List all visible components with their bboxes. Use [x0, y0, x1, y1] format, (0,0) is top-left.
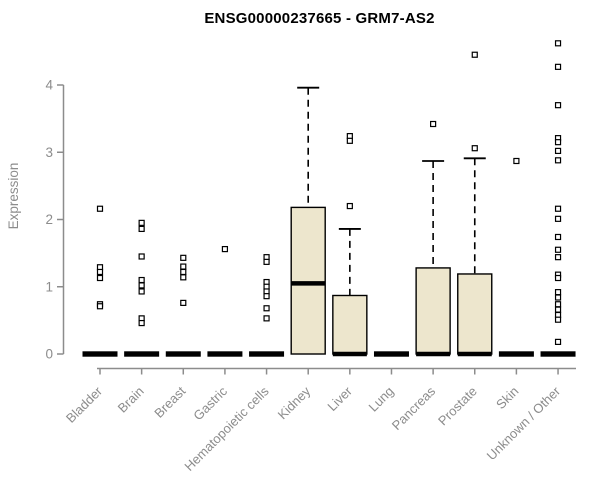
- outlier-point: [471, 51, 478, 58]
- outlier-point: [96, 303, 104, 310]
- outlier-point: [554, 215, 562, 222]
- outlier-point: [180, 263, 187, 270]
- box-hematopoietic-cells: [249, 254, 285, 357]
- x-tick-label-breast: Breast: [151, 383, 188, 420]
- x-tick-label-gastric: Gastric: [190, 383, 230, 423]
- zero-box-bar: [498, 351, 534, 357]
- outlier-point: [554, 294, 562, 301]
- box-bladder: [82, 205, 118, 357]
- outlier-point: [554, 102, 562, 109]
- outlier-point: [554, 301, 562, 308]
- outlier-point: [471, 145, 478, 152]
- zero-box-bar: [373, 351, 409, 357]
- outlier-point: [180, 254, 187, 261]
- x-tick-label-lung: Lung: [366, 384, 397, 415]
- x-tick-label-brain: Brain: [115, 384, 147, 416]
- outlier-point: [138, 319, 145, 327]
- box-liver: [332, 133, 368, 357]
- iqr-box: [332, 294, 368, 355]
- x-tick-label-unknown-other: Unknown / Other: [484, 383, 564, 463]
- outlier-point: [138, 282, 145, 289]
- box-kidney: [290, 86, 326, 355]
- outlier-point: [554, 139, 562, 146]
- box-gastric: [207, 245, 243, 357]
- box-brain: [124, 219, 160, 357]
- y-tick-label: 4: [45, 78, 53, 93]
- outlier-point: [554, 316, 562, 323]
- y-tick-label: 1: [45, 279, 53, 294]
- outlier-point: [96, 205, 104, 212]
- outlier-point: [180, 274, 187, 281]
- outlier-point: [346, 202, 353, 210]
- x-tick-label-liver: Liver: [324, 383, 355, 414]
- zero-box-bar: [540, 351, 576, 357]
- chart-title: ENSG00000237665 - GRM7-AS2: [204, 10, 435, 27]
- x-tick-label-kidney: Kidney: [275, 383, 314, 422]
- outlier-point: [554, 205, 562, 212]
- y-tick-label: 2: [45, 212, 53, 227]
- zero-box-bar: [82, 351, 118, 357]
- zero-box-bar: [124, 351, 160, 357]
- x-tick-label-pancreas: Pancreas: [389, 383, 439, 433]
- outlier-point: [554, 254, 562, 261]
- x-tick-label-skin: Skin: [493, 384, 521, 412]
- outlier-point: [138, 276, 145, 284]
- box-breast: [165, 254, 201, 357]
- outlier-point: [554, 233, 562, 241]
- box-unknown-other: [540, 40, 576, 357]
- outlier-point: [180, 268, 187, 276]
- outlier-point: [554, 306, 562, 313]
- zero-box-bar: [207, 351, 243, 357]
- box-prostate: [457, 51, 493, 357]
- outlier-point: [554, 63, 562, 70]
- outlier-point: [554, 274, 562, 282]
- outlier-point: [263, 258, 270, 265]
- outlier-point: [554, 147, 562, 155]
- box-lung: [373, 351, 409, 357]
- iqr-box: [457, 273, 493, 355]
- iqr-box: [290, 206, 326, 355]
- outlier-point: [430, 120, 437, 128]
- zero-box-bar: [249, 351, 285, 357]
- outlier-point: [263, 293, 270, 300]
- y-axis: 0 1 2 3 4: [45, 78, 65, 362]
- outlier-point: [263, 305, 270, 312]
- y-tick-label: 0: [45, 347, 53, 362]
- outlier-point: [346, 137, 353, 144]
- x-tick-label-prostate: Prostate: [435, 384, 480, 429]
- iqr-box: [415, 267, 451, 355]
- outlier-point: [96, 274, 104, 282]
- x-tick-label-bladder: Bladder: [63, 383, 106, 426]
- outlier-point: [554, 40, 562, 47]
- outlier-point: [554, 157, 562, 164]
- y-tick-label: 3: [45, 145, 53, 160]
- outlier-point: [180, 299, 187, 306]
- zero-box-bar: [165, 351, 201, 357]
- outlier-point: [513, 157, 520, 165]
- outlier-point: [554, 338, 562, 345]
- outlier-point: [96, 268, 104, 276]
- outlier-point: [138, 219, 145, 226]
- outlier-point: [138, 225, 145, 233]
- outlier-point: [221, 245, 229, 253]
- outlier-point: [263, 315, 270, 322]
- outlier-point: [138, 253, 145, 260]
- outlier-point: [138, 288, 145, 295]
- outlier-point: [554, 246, 562, 253]
- outlier-point: [554, 289, 562, 296]
- box-skin: [498, 157, 534, 357]
- box-pancreas: [415, 120, 451, 357]
